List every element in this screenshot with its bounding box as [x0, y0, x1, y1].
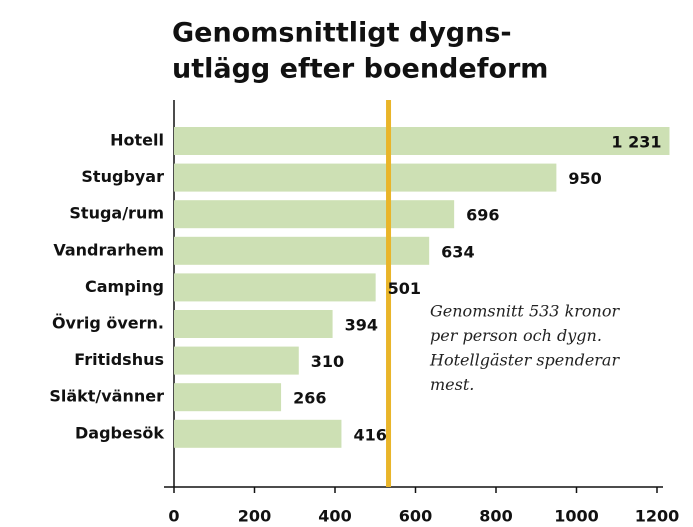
value-label: 501	[388, 279, 421, 298]
value-label: 266	[293, 389, 326, 408]
bar	[174, 346, 299, 375]
category-label: Camping	[85, 277, 164, 296]
x-tick-label: 200	[238, 507, 271, 526]
annotation: per person och dygn.	[430, 326, 602, 345]
value-label: 634	[441, 242, 474, 261]
category-label: Övrig övern.	[52, 314, 164, 333]
category-label: Stuga/rum	[69, 204, 164, 223]
bar	[174, 127, 670, 155]
bar	[174, 273, 376, 302]
x-tick-label: 1200	[635, 507, 680, 526]
category-label: Dagbesök	[75, 423, 164, 442]
annotation: Genomsnitt 533 kronor	[430, 302, 620, 321]
annotation: Hotellgäster spenderar	[429, 351, 620, 370]
category-label: Vandrarhem	[53, 240, 164, 259]
x-tick-label: 800	[479, 507, 512, 526]
category-label: Stugbyar	[81, 167, 164, 186]
bar	[174, 310, 333, 338]
chart-title: utlägg efter boendeform	[172, 54, 548, 85]
value-label: 310	[311, 352, 344, 371]
value-label: 696	[466, 206, 499, 225]
chart-title: Genomsnittligt dygns-	[172, 18, 512, 49]
bar	[174, 163, 557, 192]
value-label: 1 231	[611, 133, 661, 152]
value-label: 950	[568, 169, 601, 188]
x-tick-label: 600	[399, 507, 432, 526]
bar	[174, 200, 455, 229]
x-tick-label: 400	[318, 507, 351, 526]
value-label: 416	[353, 425, 386, 444]
bar	[174, 419, 342, 448]
annotation: mest.	[430, 375, 474, 394]
category-label: Fritidshus	[74, 350, 164, 369]
category-label: Släkt/vänner	[49, 387, 164, 406]
category-label: Hotell	[110, 131, 164, 150]
bar	[174, 383, 282, 412]
x-tick-label: 1000	[554, 507, 599, 526]
x-tick-label: 0	[168, 507, 179, 526]
value-label: 394	[345, 316, 378, 335]
